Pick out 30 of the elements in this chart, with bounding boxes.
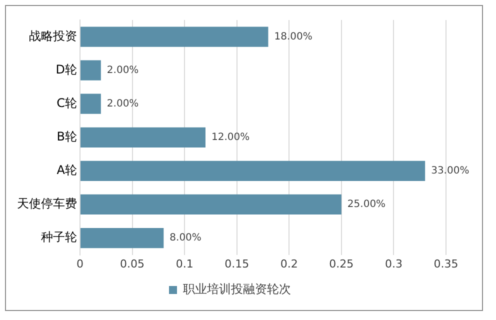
x-tick-label: 0.25 xyxy=(329,257,354,270)
data-label: 2.00% xyxy=(106,98,139,110)
y-tick-label: 战略投资 xyxy=(29,28,77,43)
bar xyxy=(80,127,206,148)
y-tick-label: 种子轮 xyxy=(41,230,77,244)
bar xyxy=(80,26,268,47)
data-label: 33.00% xyxy=(431,166,470,177)
x-tick-label: 0 xyxy=(76,257,84,270)
y-tick-label: B轮 xyxy=(56,130,77,144)
bar xyxy=(80,160,426,182)
x-tick-label: 0.35 xyxy=(434,257,458,270)
data-label: 2.00% xyxy=(106,64,139,76)
y-tick-label: 天使停车费 xyxy=(17,196,77,211)
x-tick-label: 0.2 xyxy=(280,257,298,270)
y-tick-label: D轮 xyxy=(56,62,77,76)
bar xyxy=(80,94,101,114)
x-tick-label: 0.15 xyxy=(224,257,250,270)
y-tick-label: C轮 xyxy=(56,96,77,110)
data-label: 18.00% xyxy=(274,31,312,42)
bar xyxy=(80,194,342,215)
bar xyxy=(80,60,101,80)
data-label: 25.00% xyxy=(347,199,386,210)
x-tick-label: 0.3 xyxy=(384,257,402,270)
data-label: 12.00% xyxy=(211,132,250,143)
y-tick-label: A轮 xyxy=(56,163,77,178)
legend-label: 职业培训投融资轮次 xyxy=(183,282,291,296)
x-tick-label: 0.05 xyxy=(120,257,145,270)
bar xyxy=(80,228,164,248)
x-tick-label: 0.1 xyxy=(176,257,194,270)
data-label: 8.00% xyxy=(170,232,202,244)
